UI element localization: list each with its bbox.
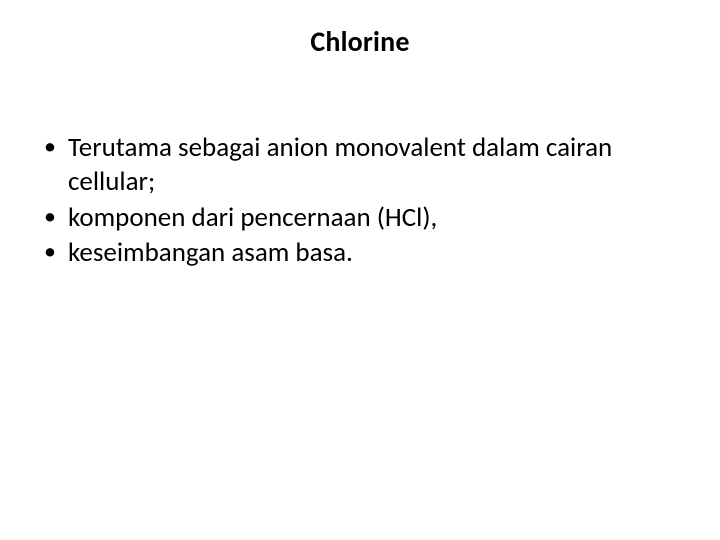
bullet-list: Terutama sebagai anion monovalent dalam … <box>40 131 680 270</box>
slide: Chlorine Terutama sebagai anion monovale… <box>0 0 720 540</box>
list-item: komponen dari pencernaan (HCl), <box>40 201 680 235</box>
list-item: Terutama sebagai anion monovalent dalam … <box>40 131 680 199</box>
list-item: keseimbangan asam basa. <box>40 236 680 270</box>
slide-title: Chlorine <box>40 24 680 59</box>
